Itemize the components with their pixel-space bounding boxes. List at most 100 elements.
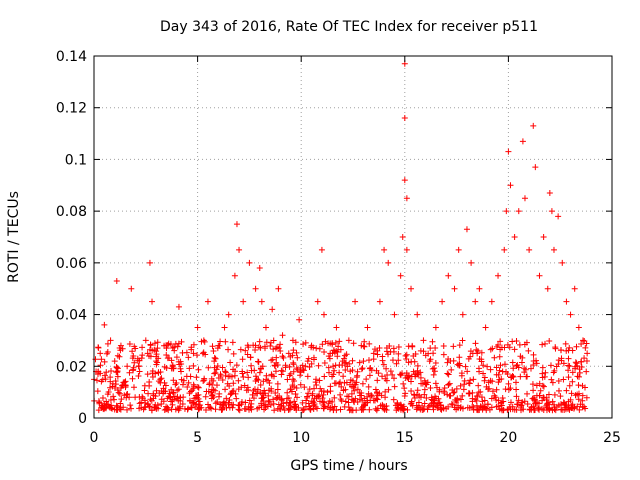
noise-point <box>358 406 365 413</box>
noise-point <box>177 394 184 401</box>
noise-point <box>478 358 485 365</box>
noise-point <box>160 398 167 405</box>
noise-point <box>344 363 351 370</box>
noise-point <box>389 371 396 378</box>
noise-point <box>484 363 491 370</box>
noise-point <box>258 400 265 407</box>
noise-point <box>222 338 229 345</box>
noise-point <box>465 355 472 362</box>
noise-point <box>560 360 567 367</box>
data-point <box>308 342 315 349</box>
noise-point <box>245 344 252 351</box>
noise-point <box>410 368 417 375</box>
noise-point <box>113 402 120 409</box>
noise-point <box>252 373 259 380</box>
noise-point <box>542 369 549 376</box>
noise-point <box>544 400 551 407</box>
noise-point <box>313 345 320 352</box>
data-point <box>563 298 570 305</box>
noise-point <box>312 379 319 386</box>
noise-point <box>432 380 439 387</box>
noise-point <box>583 358 590 365</box>
noise-point <box>217 371 224 378</box>
noise-point <box>382 394 389 401</box>
noise-point <box>551 391 558 398</box>
data-point <box>439 298 446 305</box>
noise-point <box>284 389 291 396</box>
data-point <box>236 246 243 253</box>
noise-point <box>103 369 110 376</box>
data-point <box>488 298 495 305</box>
data-point <box>275 285 282 292</box>
noise-point <box>187 388 194 395</box>
noise-point <box>516 341 523 348</box>
noise-point <box>563 347 570 354</box>
data-point <box>215 342 222 349</box>
noise-point <box>509 359 516 366</box>
noise-point <box>566 382 573 389</box>
data-point <box>536 272 543 279</box>
noise-point <box>240 374 247 381</box>
data-point <box>194 324 201 331</box>
noise-point <box>266 379 273 386</box>
noise-point <box>554 403 561 410</box>
noise-point <box>304 373 311 380</box>
noise-point <box>236 402 243 409</box>
noise-point <box>450 343 457 350</box>
noise-point <box>389 357 396 364</box>
noise-point <box>578 341 585 347</box>
noise-point <box>383 348 390 355</box>
noise-point <box>230 401 237 408</box>
y-tick-label: 0.08 <box>56 204 87 220</box>
data-point <box>559 259 566 266</box>
noise-point <box>259 363 266 370</box>
data-point <box>333 324 340 331</box>
noise-point <box>459 392 466 399</box>
noise-point <box>271 362 278 369</box>
noise-point <box>560 376 567 383</box>
noise-point <box>496 367 503 374</box>
noise-point <box>567 396 574 403</box>
noise-point <box>302 339 309 346</box>
noise-point <box>171 396 178 403</box>
data-point <box>546 190 553 197</box>
noise-point <box>273 395 280 402</box>
noise-point <box>579 404 586 411</box>
noise-point <box>530 362 537 369</box>
noise-point <box>270 346 277 353</box>
noise-point <box>472 340 479 347</box>
x-tick-label: 25 <box>603 430 621 446</box>
noise-point <box>524 373 531 380</box>
noise-point <box>317 385 324 392</box>
noise-point <box>419 380 426 387</box>
noise-point <box>360 358 367 365</box>
data-point <box>136 368 143 375</box>
noise-point <box>524 390 531 397</box>
noise-point <box>334 349 341 356</box>
noise-point <box>322 338 329 345</box>
noise-point <box>289 376 296 383</box>
noise-point <box>248 362 255 369</box>
noise-point <box>214 399 221 406</box>
noise-point <box>549 379 556 386</box>
noise-point <box>256 369 263 376</box>
noise-point <box>514 362 521 369</box>
noise-point <box>524 400 531 407</box>
noise-point <box>253 390 260 397</box>
noise-point <box>209 392 216 399</box>
noise-point <box>430 371 437 378</box>
noise-point <box>495 341 502 348</box>
noise-point <box>225 346 232 353</box>
data-point <box>445 272 452 279</box>
noise-point <box>555 377 562 384</box>
noise-point <box>401 385 408 392</box>
noise-point <box>213 366 220 373</box>
noise-point <box>555 387 562 394</box>
noise-point <box>269 356 276 363</box>
data-point <box>97 350 104 357</box>
noise-point <box>119 382 126 389</box>
noise-point <box>131 359 138 366</box>
noise-point <box>349 357 356 364</box>
noise-point <box>274 386 281 393</box>
noise-point <box>280 354 287 361</box>
